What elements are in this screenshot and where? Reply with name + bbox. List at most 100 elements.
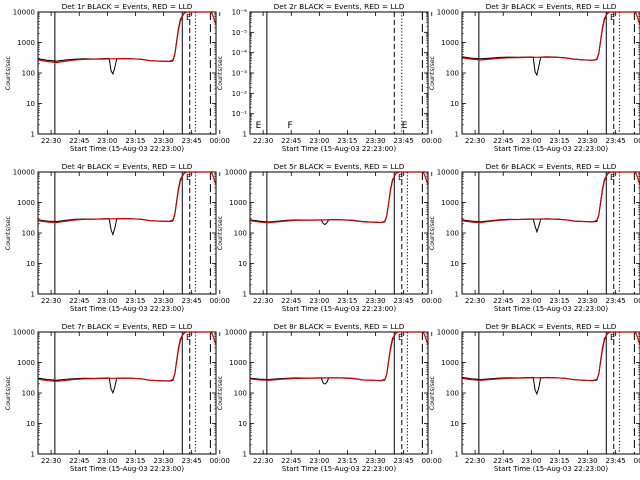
y-tick-label: 10	[238, 420, 247, 428]
chart-title: Det 5r BLACK = Events, RED = LLD	[274, 162, 405, 171]
x-tick-label: 22:30	[41, 297, 61, 305]
flag-letter: E	[610, 13, 615, 22]
y-axis-label: Counts/sec	[5, 375, 12, 410]
x-tick-label: 23:00	[521, 297, 541, 305]
x-tick-label: 23:00	[309, 297, 329, 305]
x-tick-label: 00:00	[634, 137, 640, 145]
x-tick-label: 23:15	[337, 297, 357, 305]
y-axis-label: Counts/sec	[429, 215, 436, 250]
chart-title: Det 7r BLACK = Events, RED = LLD	[62, 322, 193, 331]
y-tick-label: 10000	[13, 9, 35, 17]
x-tick-label: 23:30	[153, 297, 173, 305]
flag-letter: F	[287, 121, 292, 131]
y-tick-label: 100	[22, 70, 35, 78]
x-tick-label: 22:45	[281, 297, 301, 305]
x-tick-label: 23:45	[182, 137, 202, 145]
y-tick-label: 1000	[441, 359, 459, 367]
y-tick-label: 100	[22, 230, 35, 238]
x-tick-label: 23:45	[394, 137, 414, 145]
y-tick-label: 1	[455, 291, 459, 299]
x-tick-label: 22:30	[253, 137, 273, 145]
x-tick-label: 22:45	[281, 137, 301, 145]
chart-panel-8: Det 8r BLACK = Events, RED = LLD Counts/s…	[217, 322, 442, 473]
x-axis-label: Start Time (15-Aug-03 22:23:00)	[282, 145, 396, 153]
x-tick-label: 23:30	[365, 297, 385, 305]
x-tick-label: 00:00	[422, 297, 442, 305]
y-tick-label: 10000	[437, 169, 459, 177]
y-tick-label: 10000	[225, 169, 247, 177]
x-tick-label: 23:45	[182, 297, 202, 305]
y-tick-label: 1	[455, 131, 459, 139]
y-tick-label: 10000	[437, 9, 459, 17]
y-tick-label: 10⁻⁶	[232, 9, 248, 17]
x-tick-label: 22:45	[69, 457, 89, 465]
x-tick-label: 23:15	[337, 457, 357, 465]
y-axis-label: Counts/sec	[217, 215, 224, 250]
flag-letter: E	[186, 333, 191, 342]
chart-title: Det 3r BLACK = Events, RED = LLD	[486, 2, 617, 11]
y-tick-label: 1000	[229, 199, 247, 207]
x-tick-label: 23:30	[153, 457, 173, 465]
chart-panel-5: Det 5r BLACK = Events, RED = LLD Counts/s…	[217, 162, 442, 313]
y-tick-label: 1	[243, 291, 247, 299]
x-axis-label: Start Time (15-Aug-03 22:23:00)	[282, 305, 396, 313]
y-tick-label: 10⁻³	[232, 70, 248, 78]
x-axis-label: Start Time (15-Aug-03 22:23:00)	[70, 305, 184, 313]
x-tick-label: 00:00	[422, 137, 442, 145]
chart-title: Det 8r BLACK = Events, RED = LLD	[274, 322, 405, 331]
x-tick-label: 23:15	[125, 137, 145, 145]
series-lld	[462, 12, 640, 61]
y-tick-label: 1	[243, 131, 247, 139]
series-events	[38, 176, 183, 236]
x-tick-label: 23:30	[153, 137, 173, 145]
y-axis-label: Counts/sec	[5, 55, 12, 90]
x-axis-label: Start Time (15-Aug-03 22:23:00)	[494, 145, 608, 153]
flag-letter: E	[398, 333, 403, 342]
chart-title: Det 4r BLACK = Events, RED = LLD	[62, 162, 193, 171]
chart-panel-6: Det 6r BLACK = Events, RED = LLD Counts/s…	[429, 162, 640, 313]
x-tick-label: 23:15	[549, 457, 569, 465]
x-tick-label: 23:00	[97, 297, 117, 305]
x-tick-label: 23:30	[577, 457, 597, 465]
flag-letter: E	[610, 333, 615, 342]
x-tick-label: 22:30	[41, 457, 61, 465]
y-tick-label: 10000	[13, 169, 35, 177]
x-tick-label: 23:45	[606, 297, 626, 305]
chart-panel-1: Det 1r BLACK = Events, RED = LLD Counts/s…	[5, 2, 230, 153]
x-tick-label: 23:00	[309, 457, 329, 465]
y-tick-label: 10	[450, 420, 459, 428]
x-tick-label: 23:45	[606, 457, 626, 465]
x-tick-label: 22:45	[69, 137, 89, 145]
x-axis-label: Start Time (15-Aug-03 22:23:00)	[282, 465, 396, 473]
y-tick-label: 1	[31, 451, 35, 459]
series-lld	[250, 332, 428, 382]
x-tick-label: 23:15	[125, 457, 145, 465]
x-tick-label: 23:15	[337, 137, 357, 145]
series-lld	[250, 172, 428, 224]
flag-letter: E	[186, 13, 191, 22]
chart-panel-4: Det 4r BLACK = Events, RED = LLD Counts/s…	[5, 162, 230, 313]
x-tick-label: 22:30	[253, 457, 273, 465]
y-tick-label: 10⁻⁵	[232, 29, 248, 37]
flag-letter: E	[398, 173, 403, 182]
x-tick-label: 23:30	[365, 137, 385, 145]
y-tick-label: 1	[31, 291, 35, 299]
flag-letter: E	[610, 173, 615, 182]
x-tick-label: 22:45	[493, 137, 513, 145]
series-events	[462, 335, 607, 396]
y-tick-label: 10000	[225, 329, 247, 337]
x-tick-label: 22:30	[465, 457, 485, 465]
series-events	[38, 16, 183, 76]
series-events	[462, 176, 607, 234]
y-tick-label: 10⁻¹	[232, 110, 248, 118]
series-events	[462, 14, 607, 77]
y-tick-label: 100	[234, 390, 247, 398]
x-tick-label: 00:00	[210, 137, 230, 145]
flag-letter: E	[256, 121, 262, 131]
series-lld	[38, 12, 216, 64]
chart-panel-3: Det 3r BLACK = Events, RED = LLD Counts/s…	[429, 2, 640, 153]
x-tick-label: 23:30	[577, 137, 597, 145]
chart-title: Det 1r BLACK = Events, RED = LLD	[62, 2, 193, 11]
x-tick-label: 23:00	[521, 137, 541, 145]
